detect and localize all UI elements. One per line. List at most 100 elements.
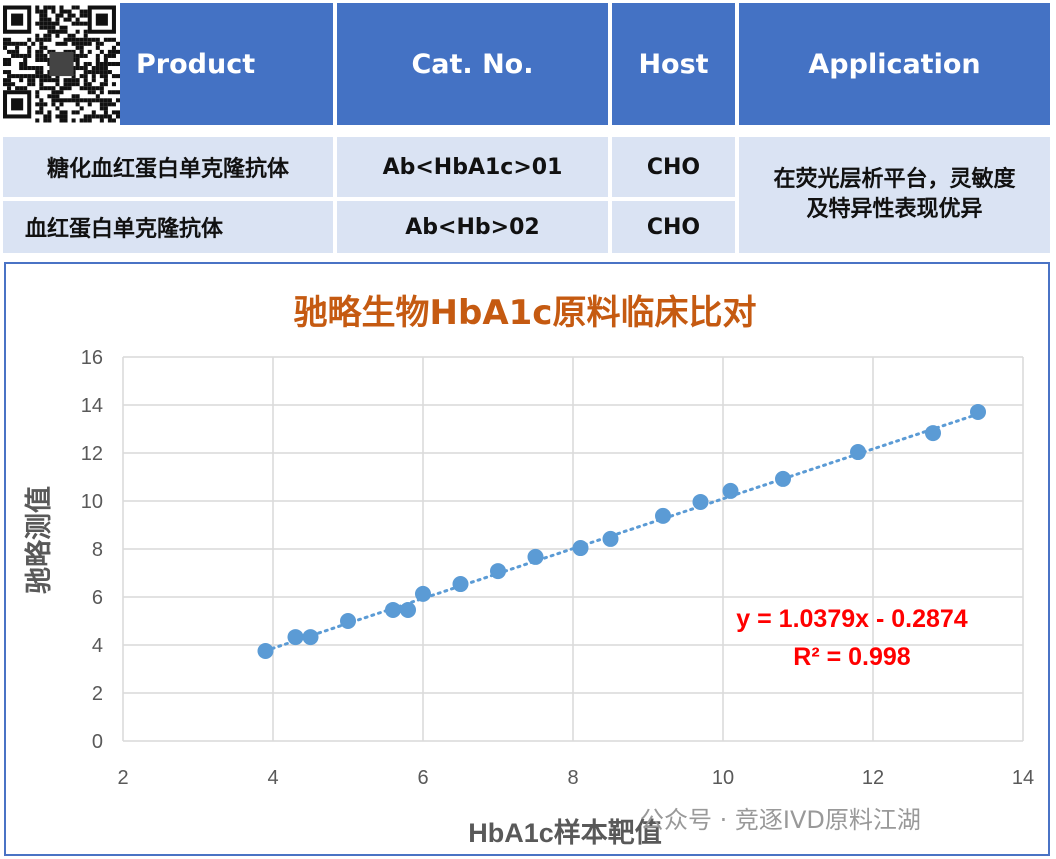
qr-module [103,114,108,119]
qr-finder [3,90,32,119]
qr-module [3,45,8,50]
qr-module [83,37,88,42]
qr-module [27,74,32,79]
qr-module [19,78,24,83]
qr-module [27,78,32,83]
data-point [722,482,739,499]
qr-module [111,37,116,42]
qr-module [63,9,68,14]
qr-module [79,49,84,54]
qr-module [79,21,84,26]
qr-module [99,86,104,91]
qr-module [111,53,116,58]
qr-module [67,33,72,38]
qr-module [99,66,104,71]
qr-module [79,86,84,91]
qr-module [55,13,60,18]
qr-module [63,37,68,42]
qr-module [115,110,120,115]
qr-module [107,98,112,103]
data-point [340,613,356,629]
y-axis-label: 驰略测值 [23,486,54,594]
qr-module [115,114,120,119]
qr-module [95,70,100,75]
qr-module [27,66,32,71]
qr-module [43,57,48,62]
qr-module [19,74,24,79]
qr-module [67,37,72,42]
qr-module [35,66,40,71]
qr-module [103,98,108,103]
qr-module [99,106,104,111]
qr-module [91,110,96,115]
qr-module [63,41,68,46]
qr-module [91,74,96,79]
qr-module [83,21,88,26]
qr-module [99,118,104,123]
qr-module [103,70,108,75]
qr-module [39,110,44,115]
qr-module [47,33,52,38]
qr-module [47,94,52,99]
qr-module [87,82,92,87]
header-product: Product [120,3,333,125]
qr-module [55,33,60,38]
qr-module [95,94,100,99]
qr-module [95,98,100,103]
qr-module [103,78,108,83]
qr-module [7,61,12,67]
data-point [692,493,709,510]
qr-module [27,45,32,50]
x-tick-label: 6 [417,767,428,789]
qr-module [39,37,44,42]
qr-module [39,102,44,107]
qr-module [95,61,100,67]
qr-module [75,37,80,42]
qr-module [55,21,60,26]
qr-module [91,37,96,42]
qr-module [51,102,56,107]
qr-module [103,66,108,71]
qr-logo [49,51,74,77]
qr-module [79,74,84,79]
qr-module [103,37,108,42]
qr-module [75,57,80,62]
qr-module [79,66,84,71]
qr-module [51,78,56,83]
qr-module [35,90,40,95]
qr-module [63,17,68,22]
qr-module [95,114,100,119]
y-tick-label: 2 [92,683,103,705]
qr-module [43,102,48,107]
qr-module [95,57,100,62]
qr-module [11,53,16,58]
data-point [490,563,506,580]
qr-module [59,29,64,34]
qr-module [39,49,44,54]
qr-module [95,45,100,50]
qr-module [35,37,40,42]
qr-module [103,57,108,62]
qr-module [83,74,88,79]
qr-module [39,106,44,111]
qr-module [99,114,104,119]
qr-module [55,114,60,119]
qr-module [103,102,108,107]
qr-module [55,17,60,22]
y-tick-label: 4 [92,635,103,657]
qr-module [15,45,20,50]
qr-module [63,86,68,91]
qr-module [39,86,44,91]
x-axis-label: HbA1c样本靶值 [468,817,662,848]
qr-module [43,78,48,83]
qr-module [67,13,72,18]
qr-module [15,41,20,46]
qr-module [75,78,80,83]
y-tick-label: 16 [81,347,103,369]
qr-module [111,102,116,107]
qr-module [99,61,104,67]
qr-module [63,110,68,115]
qr-module [75,5,80,10]
qr-module [59,86,64,91]
qr-module [3,41,8,46]
